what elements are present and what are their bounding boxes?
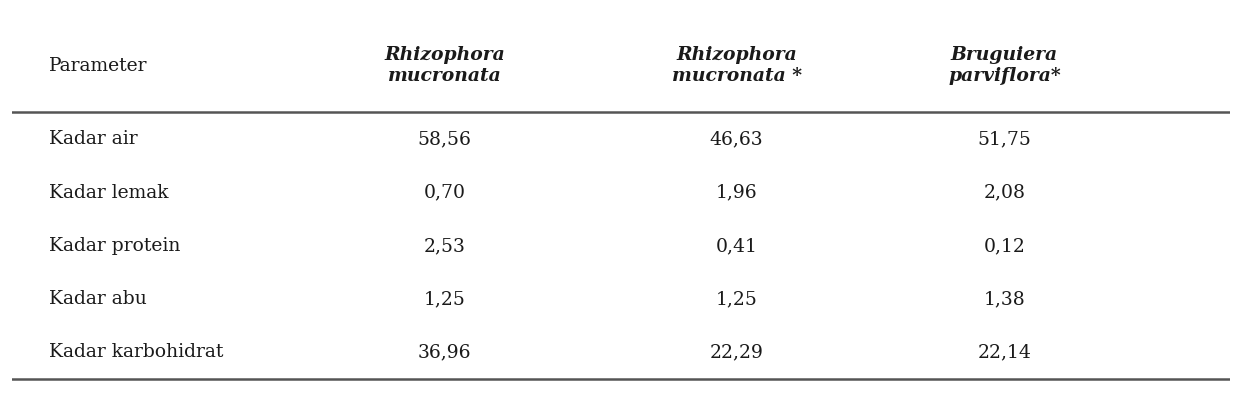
Text: Rhizophora
mucronata: Rhizophora mucronata: [384, 47, 505, 85]
Text: 0,12: 0,12: [984, 237, 1026, 255]
Text: 0,70: 0,70: [424, 184, 466, 202]
Text: Kadar lemak: Kadar lemak: [48, 184, 169, 202]
Text: 1,96: 1,96: [715, 184, 758, 202]
Text: Kadar air: Kadar air: [48, 130, 138, 149]
Text: Kadar protein: Kadar protein: [48, 237, 180, 255]
Text: 1,25: 1,25: [424, 290, 466, 308]
Text: Kadar karbohidrat: Kadar karbohidrat: [48, 343, 224, 361]
Text: 58,56: 58,56: [417, 130, 472, 149]
Text: 1,38: 1,38: [984, 290, 1026, 308]
Text: 2,08: 2,08: [984, 184, 1026, 202]
Text: 0,41: 0,41: [715, 237, 758, 255]
Text: 1,25: 1,25: [715, 290, 758, 308]
Text: Parameter: Parameter: [48, 57, 148, 75]
Text: Rhizophora
mucronata *: Rhizophora mucronata *: [672, 47, 801, 85]
Text: 22,29: 22,29: [709, 343, 764, 361]
Text: 51,75: 51,75: [977, 130, 1031, 149]
Text: 22,14: 22,14: [977, 343, 1031, 361]
Text: Kadar abu: Kadar abu: [48, 290, 147, 308]
Text: Bruguiera
parviflora*: Bruguiera parviflora*: [948, 47, 1061, 85]
Text: 46,63: 46,63: [710, 130, 764, 149]
Text: 36,96: 36,96: [417, 343, 471, 361]
Text: 2,53: 2,53: [424, 237, 466, 255]
